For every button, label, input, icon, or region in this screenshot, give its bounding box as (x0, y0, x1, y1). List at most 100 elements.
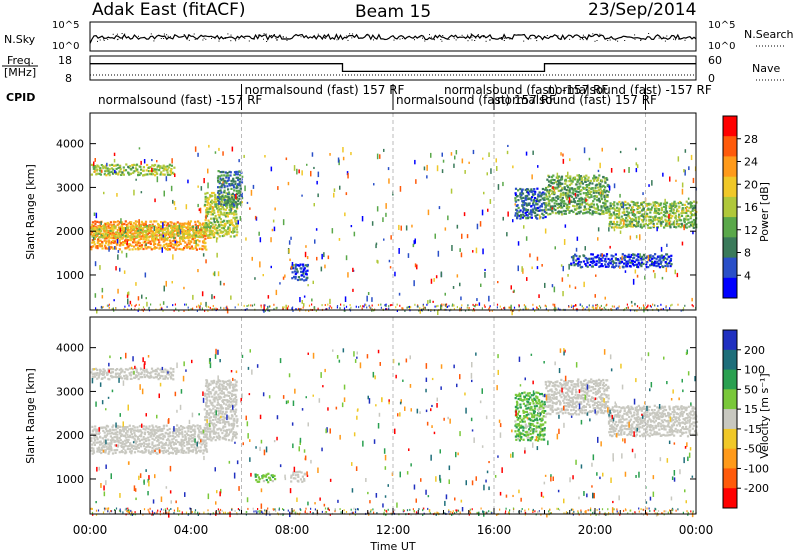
velocity-cell (213, 413, 216, 416)
power-cell (143, 225, 146, 229)
power-cell (662, 259, 665, 262)
power-cell (536, 187, 539, 190)
velocity-cell (229, 401, 232, 404)
power-cell (595, 176, 598, 179)
velocity-cell (171, 441, 174, 444)
velocity-cell (171, 452, 175, 455)
power-noise (298, 169, 300, 174)
power-ground-band (443, 303, 445, 306)
power-noise (94, 158, 96, 162)
power-cell (553, 191, 556, 194)
power-cell (555, 196, 558, 199)
power-ground-band (456, 306, 458, 309)
power-cell (597, 177, 600, 180)
velocity-cell (236, 419, 239, 422)
velocity-cell (258, 480, 261, 483)
power-ground-band (593, 307, 595, 310)
velocity-cell (162, 370, 165, 374)
velocity-cell (290, 474, 293, 477)
power-cell (133, 170, 136, 173)
nsearch-point (666, 35, 668, 37)
power-cell (619, 257, 622, 260)
power-cell (195, 232, 198, 235)
velocity-cell (232, 425, 235, 428)
power-noise (584, 246, 586, 251)
power-ground-band (130, 307, 132, 310)
power-noise (578, 205, 580, 208)
power-cell (689, 212, 692, 215)
power-cell (558, 179, 561, 182)
power-cell (583, 212, 586, 215)
velocity-cell (228, 424, 231, 427)
power-cell (239, 174, 242, 177)
velocity-cell (107, 438, 110, 441)
power-cell (104, 224, 107, 227)
power-cell (621, 253, 624, 256)
nsearch-point (150, 33, 152, 35)
power-noise (375, 242, 378, 246)
power-noise (212, 205, 214, 210)
velocity-cell (130, 446, 133, 449)
power-cell (121, 243, 124, 246)
nsearch-point (592, 33, 594, 35)
power-cell (536, 217, 539, 220)
power-ground-band (441, 303, 443, 306)
power-cell (187, 236, 190, 240)
velocity-cell (146, 375, 150, 378)
power-cell (236, 176, 240, 179)
power-cell (103, 173, 106, 176)
power-cell (94, 222, 97, 226)
velocity-cell (164, 443, 167, 446)
power-ground-band (406, 306, 408, 309)
power-noise (541, 264, 543, 267)
power-noise (162, 301, 165, 305)
velocity-cell (197, 433, 200, 436)
power-cell (183, 237, 186, 240)
power-cell (583, 178, 586, 182)
power-cell (604, 209, 607, 212)
power-cell (233, 218, 237, 221)
cpid-entry: normalsound (fast) -157 RF (98, 93, 262, 107)
power-cell (631, 225, 634, 228)
velocity-cell (183, 444, 186, 447)
power-cell (565, 175, 568, 178)
power-cell (658, 219, 661, 222)
velocity-cell (95, 430, 98, 433)
power-cell (684, 224, 687, 227)
power-cell (564, 178, 567, 181)
power-cell (598, 200, 601, 203)
nsearch-point (440, 39, 442, 40)
velocity-cell (235, 415, 238, 418)
power-cell (223, 222, 226, 225)
power-cell (137, 229, 140, 232)
power-cell (681, 224, 684, 227)
power-cell (614, 253, 617, 256)
power-cell (107, 229, 110, 233)
power-cell (545, 202, 548, 205)
power-noise (195, 239, 197, 245)
power-cell (169, 232, 172, 235)
power-cell (569, 175, 572, 178)
power-cell (173, 236, 176, 239)
power-noise (263, 308, 265, 313)
power-ground-band (380, 303, 382, 306)
velocity-cell (218, 434, 221, 437)
power-cell (236, 224, 239, 227)
power-cell (519, 213, 523, 217)
power-cell (660, 222, 663, 225)
power-cell (634, 213, 637, 216)
power-cell (656, 218, 659, 221)
power-cell (588, 263, 591, 267)
power-noise (327, 255, 330, 260)
power-cell (559, 199, 562, 202)
power-ground-band (481, 307, 483, 310)
power-noise (530, 190, 532, 193)
velocity-cell (172, 447, 175, 450)
velocity-cell (128, 434, 132, 437)
velocity-cell (129, 431, 133, 434)
power-cell (615, 264, 618, 267)
power-cell (209, 232, 212, 236)
power-noise (525, 236, 528, 241)
power-cell (589, 212, 592, 215)
power-ground-band (595, 304, 597, 307)
